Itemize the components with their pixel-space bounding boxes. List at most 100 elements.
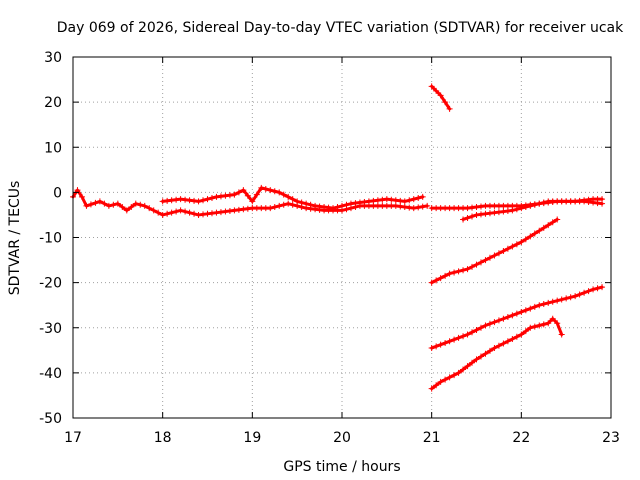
data-point [208,210,215,217]
data-point [267,187,274,194]
data-point [446,270,453,277]
y-tick-label: -20 [39,276,62,292]
data-point [204,210,211,217]
data-point [235,206,242,213]
data-point [191,210,198,217]
data-point [495,317,502,324]
data-point [123,207,130,214]
data-point [177,207,184,214]
data-point [522,236,529,243]
data-point [495,342,502,349]
data-point [549,219,556,226]
data-point [186,197,193,204]
data-point [585,288,592,295]
data-point [486,210,493,217]
data-point [231,191,238,198]
y-tick-label: 10 [44,140,62,156]
data-point [486,320,493,327]
data-point [460,333,467,340]
data-point [522,204,529,211]
data-point [482,322,489,329]
data-point [356,199,363,206]
y-tick-label: 0 [53,185,62,201]
data-point [433,87,440,94]
data-point [406,204,413,211]
data-point [504,207,511,214]
data-point [554,297,561,304]
data-point [464,331,471,338]
data-point [195,198,202,205]
data-point [581,289,588,296]
data-point [473,204,480,211]
data-point [312,202,319,209]
data-point [455,334,462,341]
data-point [460,216,467,223]
data-point [307,201,314,208]
data-point [518,205,525,212]
data-point [504,338,511,345]
data-point [285,193,292,200]
data-point [182,196,189,203]
data-point [536,302,543,309]
data-point [558,296,565,303]
data-point [594,200,601,207]
data-point [495,209,502,216]
data-point [159,211,166,218]
data-point [262,185,269,192]
data-point [491,319,498,326]
data-point [150,207,157,214]
data-point [473,327,480,334]
data-point [469,204,476,211]
data-point [401,204,408,211]
data-point [428,345,435,352]
data-point [289,196,296,203]
data-point [504,314,511,321]
data-point [451,372,458,379]
data-point [164,210,171,217]
data-point [388,196,395,203]
data-point [316,203,323,210]
data-point [213,209,220,216]
data-point [132,200,139,207]
data-point [433,343,440,350]
data-point [545,222,552,229]
data-point [78,193,85,200]
data-point [244,205,251,212]
data-point [419,193,426,200]
data-point [442,272,449,279]
data-point [473,211,480,218]
data-point [208,195,215,202]
data-point [173,208,180,215]
data-point [495,250,502,257]
x-tick-label: 19 [243,430,261,446]
data-point [92,199,99,206]
data-point [285,200,292,207]
data-point [500,340,507,347]
data-point [173,196,180,203]
data-point [437,378,444,385]
data-point [200,211,207,218]
data-point [464,266,471,273]
data-point [428,83,435,90]
data-point [410,196,417,203]
data-point [428,385,435,392]
data-point [410,205,417,212]
data-point [531,323,538,330]
data-point [298,199,305,206]
data-point [469,213,476,220]
data-point [500,248,507,255]
data-point [428,279,435,286]
data-point [168,209,175,216]
data-point [469,263,476,270]
data-point [482,350,489,357]
data-point [222,192,229,199]
data-point [168,197,175,204]
data-point [217,193,224,200]
x-tick-label: 21 [423,430,441,446]
data-point [191,197,198,204]
data-point [392,197,399,204]
data-point [446,374,453,381]
data-point [114,200,121,207]
